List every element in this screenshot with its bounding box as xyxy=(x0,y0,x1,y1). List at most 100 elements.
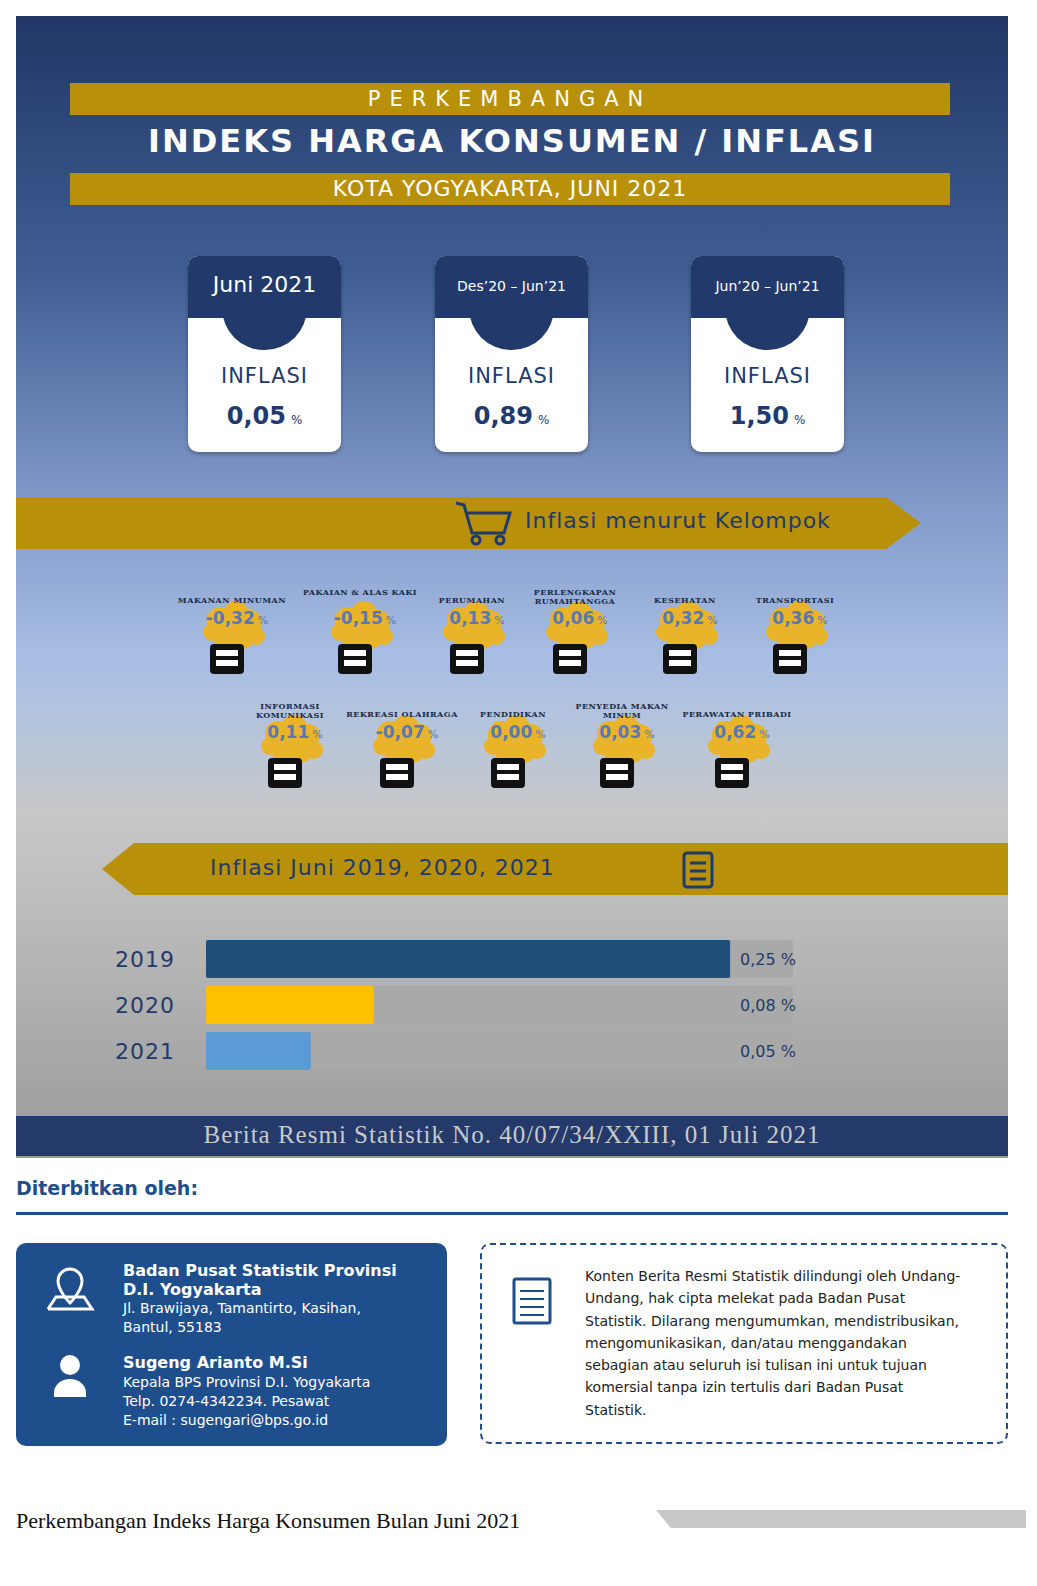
contact-name: Sugeng Arianto M.Si xyxy=(123,1353,308,1372)
cloud-bubble xyxy=(305,741,323,759)
group-value: -0,32 xyxy=(206,608,255,628)
icon-body xyxy=(553,644,587,674)
card-value-row: 1,50% xyxy=(691,402,844,430)
group-graphic xyxy=(562,706,682,802)
card-period: Juni 2021 xyxy=(188,272,341,297)
icon-detail xyxy=(779,660,801,666)
bar xyxy=(206,940,730,978)
icon-detail xyxy=(497,774,519,780)
bar-track xyxy=(206,940,793,978)
icon-body xyxy=(210,644,244,674)
person-head xyxy=(60,1355,80,1375)
group-value: -0,07 xyxy=(376,722,425,742)
cloud xyxy=(484,715,546,764)
cloud xyxy=(331,601,393,650)
cloud-bubble xyxy=(810,627,828,645)
group-icon xyxy=(380,758,414,788)
cloud-bubble xyxy=(417,741,435,759)
group-value-row: 0,03% xyxy=(572,722,682,742)
group-item xyxy=(515,592,635,688)
publisher-box: Badan Pusat Statistik Provinsi D.I. Yogy… xyxy=(16,1243,447,1446)
group-graphic xyxy=(230,706,350,802)
group-graphic xyxy=(412,592,532,688)
card-semicircle xyxy=(469,286,554,350)
cloud xyxy=(656,601,718,650)
icon-detail xyxy=(606,764,628,770)
group-value-row: 0,36% xyxy=(745,608,855,628)
icon-body xyxy=(268,758,302,788)
bar-track xyxy=(206,986,793,1024)
card-unit: % xyxy=(538,413,549,427)
card-unit: % xyxy=(291,413,302,427)
group-icon xyxy=(715,758,749,788)
icon-detail xyxy=(216,650,238,656)
summary-card: Des’20 – Jun’21INFLASI0,89% xyxy=(435,256,588,452)
group-unit: % xyxy=(644,728,654,741)
icon-detail xyxy=(497,764,519,770)
card-label: INFLASI xyxy=(691,364,844,388)
card-label: INFLASI xyxy=(435,364,588,388)
group-unit: % xyxy=(759,728,769,741)
cart-wheel xyxy=(496,536,504,544)
icon-detail xyxy=(274,774,296,780)
group-name: TRANSPORTASI xyxy=(735,596,855,605)
publisher-name: Badan Pusat Statistik Provinsi D.I. Yogy… xyxy=(123,1261,423,1299)
publisher-icons xyxy=(36,1261,116,1421)
document-icon xyxy=(510,1273,560,1333)
group-value: 0,00 xyxy=(490,722,532,742)
group-icon xyxy=(773,644,807,674)
copyright-box: Konten Berita Resmi Statistik dilindungi… xyxy=(480,1243,1008,1444)
group-unit: % xyxy=(258,614,268,627)
bar xyxy=(206,1032,311,1070)
icon-body xyxy=(380,758,414,788)
group-value: 0,36 xyxy=(772,608,814,628)
group-graphic xyxy=(735,592,855,688)
card-value: 0,05 xyxy=(227,402,286,430)
icon-detail xyxy=(274,764,296,770)
bars xyxy=(206,940,730,1070)
clipboard-body xyxy=(684,853,712,887)
group-name: PERAWATAN PRIBADI xyxy=(677,710,797,719)
data-label: 0,05 % xyxy=(740,1042,796,1061)
cloud-bubble xyxy=(700,627,718,645)
group-icon xyxy=(553,644,587,674)
doc-line xyxy=(520,1314,544,1316)
icon-body xyxy=(663,644,697,674)
category-label: 2019 xyxy=(115,947,175,972)
group-unit: % xyxy=(817,614,827,627)
header-subtitle: KOTA YOGYAKARTA, JUNI 2021 xyxy=(70,173,950,205)
doc-line xyxy=(520,1298,544,1300)
group-item xyxy=(453,706,573,802)
group-icon xyxy=(450,644,484,674)
cart-wheel xyxy=(472,536,480,544)
group-value-row: 0,32% xyxy=(635,608,745,628)
group-banner-title: Inflasi menurut Kelompok xyxy=(525,508,831,533)
group-name: PENDIDIKAN xyxy=(453,710,573,719)
group-unit: % xyxy=(494,614,504,627)
group-value: -0,15 xyxy=(334,608,383,628)
group-unit: % xyxy=(597,614,607,627)
group-icon xyxy=(338,644,372,674)
icon-body xyxy=(773,644,807,674)
header-kicker: PERKEMBANGAN xyxy=(70,83,950,115)
page-bar xyxy=(656,1510,1026,1528)
cloud xyxy=(766,601,828,650)
card-value-row: 0,05% xyxy=(188,402,341,430)
icon-detail xyxy=(456,650,478,656)
published-by: Diterbitkan oleh: xyxy=(16,1177,198,1199)
divider xyxy=(16,1212,1008,1215)
category-label: 2021 xyxy=(115,1039,175,1064)
summary-card: Juni 2021INFLASI0,05% xyxy=(188,256,341,452)
summary-card: Jun’20 – Jun’21INFLASI1,50% xyxy=(691,256,844,452)
group-graphic xyxy=(453,706,573,802)
icon-detail xyxy=(779,650,801,656)
cloud xyxy=(373,715,435,764)
group-unit: % xyxy=(535,728,545,741)
cloud-bubble xyxy=(590,627,608,645)
group-value: 0,32 xyxy=(662,608,704,628)
group-name: PENYEDIA MAKAN MINUM xyxy=(562,702,682,720)
icon-detail xyxy=(344,660,366,666)
cloud-bubble xyxy=(487,627,505,645)
icon-detail xyxy=(386,764,408,770)
group-unit: % xyxy=(707,614,717,627)
